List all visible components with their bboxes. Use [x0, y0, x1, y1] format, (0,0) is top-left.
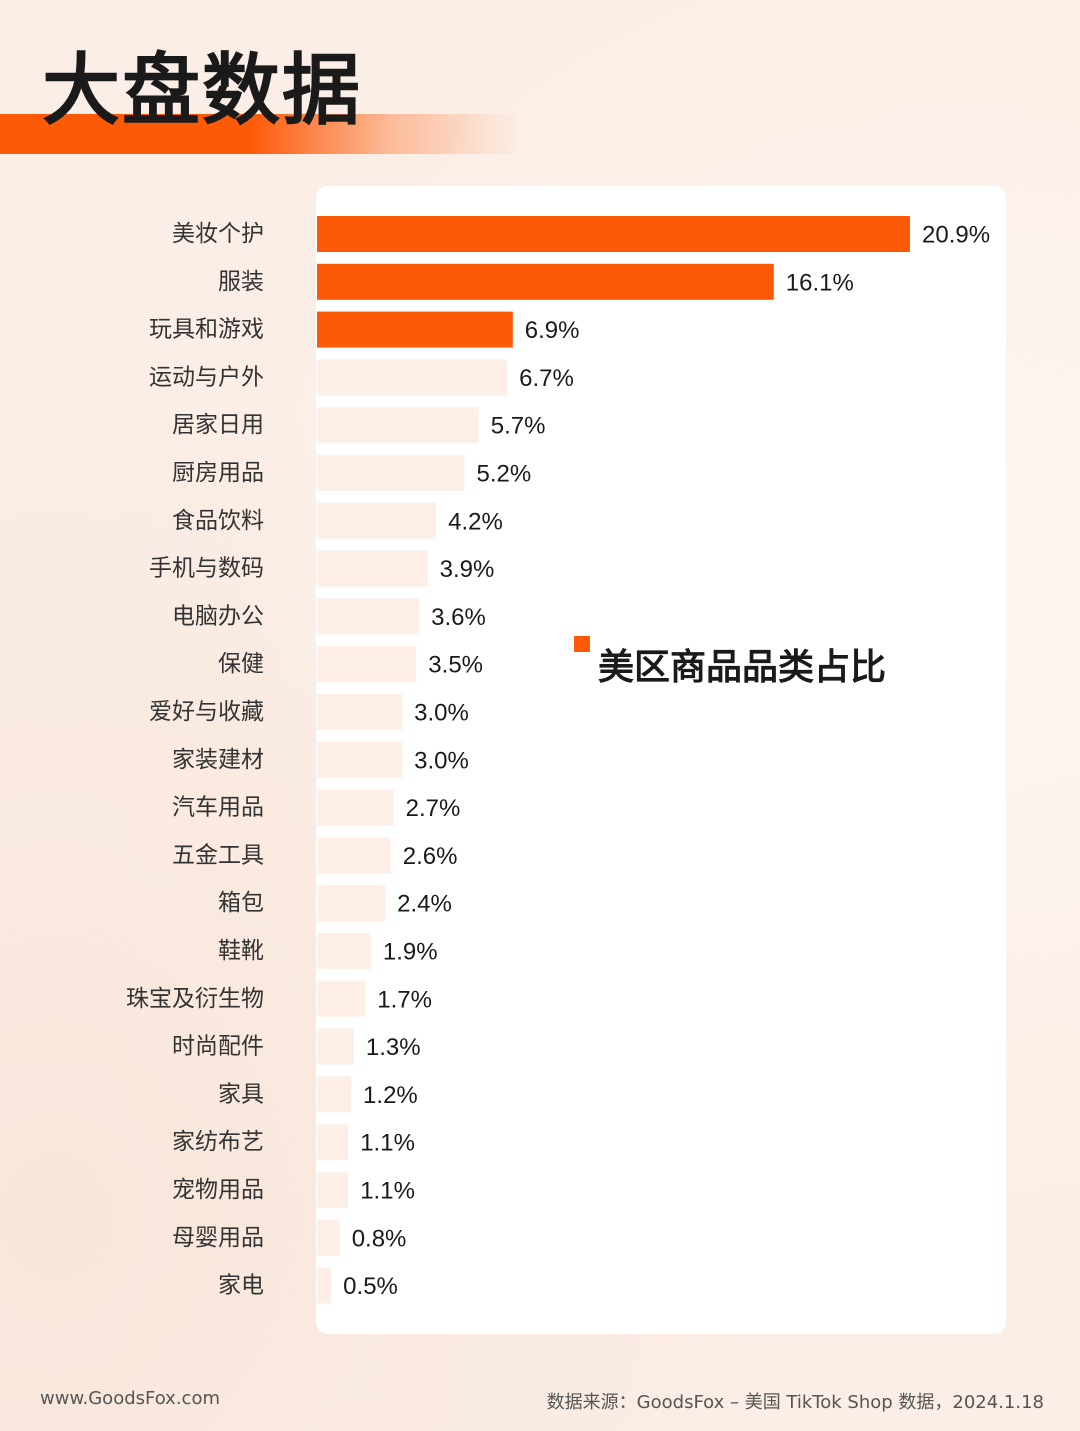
category-label: 五金工具	[172, 842, 264, 868]
bar	[317, 980, 366, 1017]
value-label: 20.9%	[922, 222, 990, 249]
value-label: 3.6%	[431, 604, 486, 631]
bar	[317, 502, 437, 539]
category-label: 服装	[218, 269, 264, 295]
bar	[317, 741, 403, 778]
category-label: 运动与户外	[149, 364, 264, 390]
category-label: 珠宝及衍生物	[126, 986, 264, 1012]
bar	[317, 311, 513, 348]
value-label: 3.0%	[414, 700, 469, 727]
bar	[317, 1267, 332, 1304]
bar	[317, 646, 417, 683]
bar	[317, 789, 394, 826]
category-label: 家装建材	[172, 747, 264, 773]
category-label: 美妆个护	[172, 221, 264, 247]
footer-website: www.GoodsFox.com	[40, 1388, 220, 1409]
bar	[317, 598, 420, 635]
bar	[317, 1172, 349, 1208]
category-label: 厨房用品	[172, 460, 264, 486]
bar	[317, 550, 428, 587]
category-label: 鞋靴	[218, 938, 264, 964]
category-label: 保健	[218, 651, 264, 677]
category-label: 电脑办公	[172, 603, 264, 629]
value-label: 1.7%	[377, 986, 432, 1013]
category-label: 手机与数码	[149, 556, 264, 582]
value-label: 5.7%	[491, 413, 546, 440]
value-label: 4.2%	[448, 508, 503, 535]
category-label: 宠物用品	[172, 1177, 264, 1203]
value-label: 5.2%	[477, 461, 532, 488]
footer-data-source: 数据来源：GoodsFox – 美国 TikTok Shop 数据，2024.1…	[546, 1392, 1044, 1413]
value-label: 6.7%	[519, 365, 574, 392]
bar	[317, 407, 479, 444]
value-label: 1.2%	[363, 1082, 418, 1109]
category-label: 家电	[218, 1273, 264, 1299]
category-label: 爱好与收藏	[149, 699, 264, 725]
value-label: 1.9%	[383, 939, 438, 966]
page-title: 大盘数据	[42, 46, 363, 136]
category-label: 箱包	[218, 890, 264, 916]
category-label: 玩具和游戏	[149, 317, 264, 343]
value-label: 1.1%	[360, 1178, 415, 1205]
legend-swatch	[574, 636, 590, 652]
bar	[317, 216, 910, 252]
bar	[317, 263, 774, 300]
value-label: 2.4%	[397, 891, 452, 918]
bar	[317, 1028, 354, 1065]
category-label: 时尚配件	[172, 1034, 264, 1060]
bar	[317, 837, 391, 874]
legend-label: 美区商品品类占比	[598, 647, 887, 688]
bar	[317, 1124, 349, 1161]
bar	[317, 455, 465, 491]
category-label: 母婴用品	[172, 1225, 264, 1251]
title-accent-band	[0, 114, 520, 154]
category-label: 食品饮料	[172, 508, 264, 534]
value-label: 16.1%	[786, 269, 854, 296]
value-label: 6.9%	[525, 317, 580, 344]
value-label: 1.3%	[366, 1034, 421, 1061]
value-label: 0.8%	[352, 1225, 407, 1252]
value-label: 2.7%	[406, 795, 461, 822]
value-label: 1.1%	[360, 1130, 415, 1157]
category-label: 居家日用	[172, 412, 264, 438]
category-label: 汽车用品	[172, 795, 264, 821]
bar	[317, 359, 508, 396]
category-label: 家纺布艺	[172, 1129, 264, 1155]
bar	[317, 1219, 340, 1256]
value-label: 0.5%	[343, 1273, 398, 1300]
value-label: 3.9%	[440, 556, 495, 583]
chart-legend: 美区商品品类占比	[574, 636, 886, 688]
category-label: 家具	[218, 1081, 264, 1107]
bar	[317, 694, 403, 730]
value-label: 3.5%	[428, 652, 483, 679]
bar	[317, 885, 386, 922]
value-label: 3.0%	[414, 747, 469, 774]
value-label: 2.6%	[403, 843, 458, 870]
bar	[317, 933, 371, 969]
bar	[317, 1076, 352, 1113]
